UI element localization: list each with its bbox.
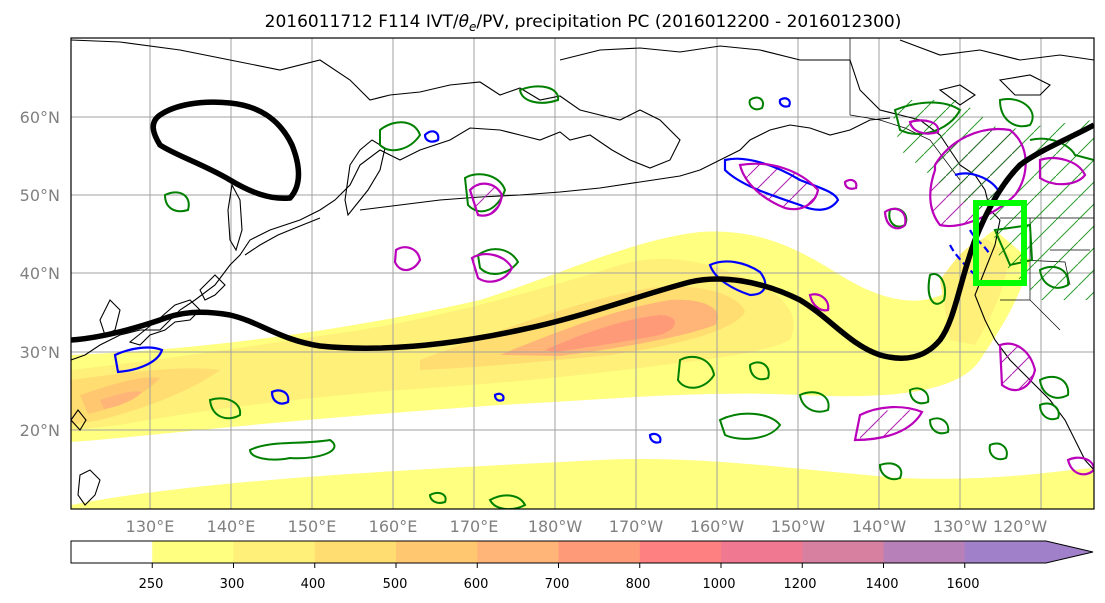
colorbar-segment	[71, 541, 153, 563]
lat-label: 40°N	[20, 264, 60, 283]
colorbar-segment	[802, 541, 884, 563]
colorbar-label: 300	[220, 577, 245, 592]
colorbar-outline	[70, 540, 1094, 564]
theta-contours	[393, 119, 1094, 476]
colorbar-label: 1600	[946, 577, 979, 592]
colorbar-label: 600	[464, 577, 489, 592]
colorbar-label: 1000	[702, 577, 735, 592]
highlight-box	[973, 200, 1027, 286]
lon-label: 140°W	[852, 517, 907, 536]
colorbar: 250 300 400 500 600 700 800 1000 1200 14…	[70, 540, 1094, 592]
colorbar-segment	[558, 541, 641, 563]
lat-label: 20°N	[20, 421, 60, 440]
lon-label: 120°W	[993, 517, 1048, 536]
colorbar-segments	[71, 541, 1093, 563]
lon-label: 150°W	[771, 517, 826, 536]
lon-label: 150°E	[288, 517, 337, 536]
lon-label: 140°E	[207, 517, 256, 536]
lon-label: 180°W	[528, 517, 583, 536]
latitude-labels: 60°N 50°N 40°N 30°N 20°N	[20, 108, 60, 440]
map-panel	[71, 38, 1094, 509]
figure-title: 2016011712 F114 IVT/θe/PV, precipitation…	[265, 12, 902, 34]
lon-label: 160°E	[369, 517, 418, 536]
colorbar-segment	[721, 541, 803, 563]
colorbar-label: 1200	[783, 577, 816, 592]
colorbar-segment	[964, 541, 1093, 563]
lon-label: 130°E	[126, 517, 175, 536]
lon-label: 160°W	[690, 517, 745, 536]
colorbar-label: 400	[301, 577, 326, 592]
colorbar-label: 800	[626, 577, 651, 592]
colorbar-label: 250	[139, 577, 164, 592]
colorbar-label: 500	[383, 577, 408, 592]
jet-closed-contour	[150, 99, 302, 202]
lon-label: 170°E	[450, 517, 499, 536]
colorbar-label: 700	[545, 577, 570, 592]
colorbar-segment	[314, 541, 397, 563]
colorbar-segment	[233, 541, 316, 563]
lon-label: 170°W	[609, 517, 664, 536]
colorbar-label: 1400	[865, 577, 898, 592]
lat-label: 50°N	[20, 186, 60, 205]
lon-label: 130°W	[933, 517, 988, 536]
longitude-labels: 130°E 140°E 150°E 160°E 170°E 180°W 170°…	[126, 517, 1048, 536]
colorbar-segment	[396, 541, 478, 563]
pv-contours	[113, 97, 999, 444]
colorbar-labels: 250 300 400 500 600 700 800 1000 1200 14…	[139, 577, 980, 592]
lat-label: 60°N	[20, 108, 60, 127]
lat-label: 30°N	[20, 343, 60, 362]
colorbar-segment	[477, 541, 559, 563]
colorbar-segment	[639, 541, 722, 563]
map-frame	[70, 37, 1095, 510]
colorbar-segment	[152, 541, 234, 563]
colorbar-ticks	[151, 563, 966, 568]
colorbar-segment	[883, 541, 966, 563]
